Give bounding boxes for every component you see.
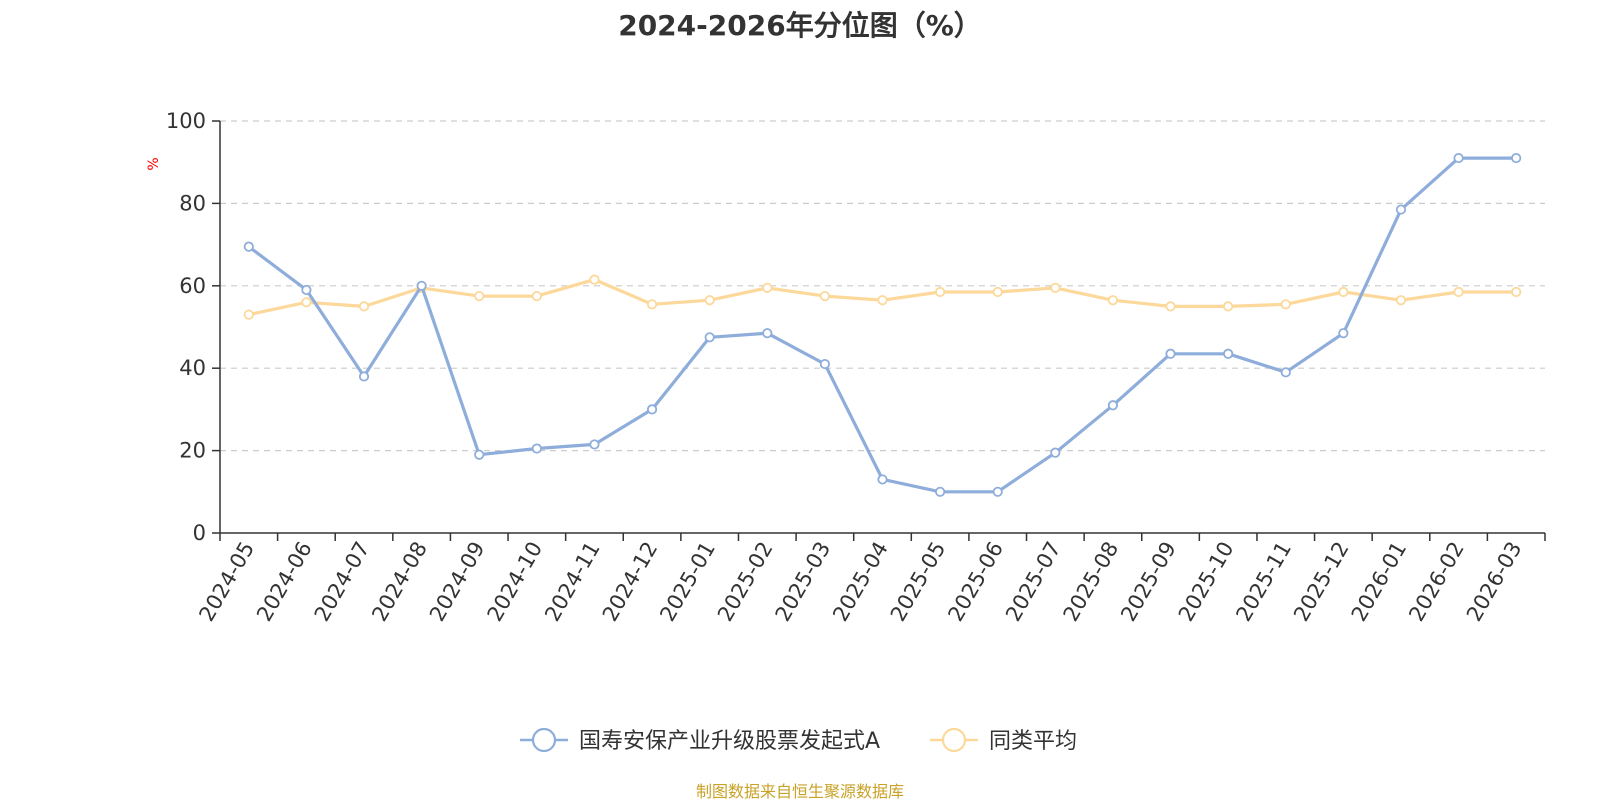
data-point: [1223, 348, 1234, 359]
data-point: [1453, 152, 1464, 164]
legend-label: 国寿安保产业升级股票发起式A: [579, 729, 880, 754]
x-tick-label: 2024-07: [310, 538, 375, 626]
data-point: [1165, 301, 1176, 312]
data-point: [646, 404, 658, 415]
data-point: [877, 474, 888, 485]
data-point: [1280, 367, 1291, 378]
y-tick-label: 40: [179, 356, 206, 380]
data-point: [474, 449, 485, 460]
data-point: [992, 486, 1003, 497]
y-tick-label: 20: [179, 439, 206, 463]
data-point: [1165, 348, 1176, 359]
data-point: [243, 241, 254, 252]
y-tick-label: 100: [166, 109, 206, 133]
data-point: [1338, 328, 1349, 339]
axes: [219, 121, 1545, 534]
series-2: [243, 274, 1522, 320]
data-point: [531, 443, 542, 454]
data-point: [531, 290, 542, 302]
data-point: [704, 295, 715, 306]
x-tick-label: 2025-04: [828, 538, 893, 626]
data-point: [1395, 204, 1407, 215]
data-point: [1107, 400, 1119, 411]
data-point: [819, 290, 830, 302]
x-tick-label: 2025-10: [1174, 538, 1239, 626]
legend-marker-icon: [531, 727, 557, 753]
x-tick-label: 2024-12: [598, 538, 663, 626]
data-point: [935, 486, 946, 497]
x-tick-label: 2026-01: [1347, 538, 1412, 626]
data-point: [416, 280, 427, 291]
x-tick-label: 2025-08: [1059, 538, 1124, 626]
x-axis-ticks: 2024-052024-062024-072024-082024-092024-…: [194, 533, 1546, 626]
x-tick-label: 2024-05: [194, 538, 259, 626]
data-point: [877, 295, 888, 306]
x-tick-label: 2025-11: [1231, 538, 1296, 626]
data-point: [1511, 152, 1522, 164]
data-point: [589, 439, 600, 450]
x-tick-label: 2024-10: [483, 538, 548, 626]
legend-label: 同类平均: [989, 729, 1077, 754]
x-tick-label: 2026-03: [1462, 538, 1527, 626]
x-tick-label: 2025-02: [713, 538, 778, 626]
x-tick-label: 2025-01: [655, 538, 720, 626]
legend-item[interactable]: 同类平均: [930, 727, 1077, 754]
data-point: [1223, 301, 1234, 312]
chart-title: 2024-2026年分位图（%）: [618, 9, 982, 42]
data-point: [1280, 299, 1291, 310]
x-tick-label: 2025-12: [1289, 538, 1354, 626]
y-axis-label: %: [146, 157, 162, 170]
x-tick-label: 2025-07: [1001, 538, 1066, 626]
x-tick-label: 2025-06: [943, 538, 1008, 626]
y-axis-ticks: 0 20 40 60 80 100: [166, 109, 220, 545]
series-line: [247, 156, 1518, 494]
series-1: [243, 152, 1522, 497]
data-point: [1511, 286, 1522, 298]
data-point: [358, 371, 370, 382]
x-tick-label: 2026-02: [1404, 538, 1469, 626]
x-tick-label: 2025-05: [886, 537, 951, 625]
legend-item[interactable]: 国寿安保产业升级股票发起式A: [520, 727, 880, 754]
y-tick-label: 0: [193, 521, 206, 545]
data-point: [1050, 447, 1061, 458]
data-point: [819, 358, 830, 370]
data-point: [646, 299, 658, 310]
x-tick-label: 2025-03: [771, 538, 836, 626]
data-point: [762, 328, 773, 339]
source-note: 制图数据来自恒生聚源数据库: [695, 782, 904, 801]
x-tick-label: 2024-08: [367, 538, 432, 626]
data-point: [243, 309, 254, 320]
x-tick-label: 2024-09: [425, 538, 490, 626]
legend[interactable]: 国寿安保产业升级股票发起式A 同类平均: [520, 727, 1077, 754]
data-point: [1050, 282, 1061, 293]
x-tick-label: 2024-11: [540, 538, 605, 626]
series-layer: [243, 152, 1522, 497]
data-point: [1107, 295, 1119, 306]
data-point: [1453, 286, 1464, 298]
data-point: [762, 282, 773, 293]
x-tick-label: 2025-09: [1116, 538, 1181, 626]
y-tick-label: 60: [179, 274, 206, 298]
data-point: [358, 301, 370, 312]
data-point: [589, 274, 600, 285]
data-point: [704, 332, 715, 343]
legend-marker-icon: [941, 727, 967, 753]
y-tick-label: 80: [179, 191, 206, 215]
data-point: [1395, 295, 1407, 306]
data-point: [1338, 286, 1349, 298]
grid-lines: [220, 120, 1545, 452]
x-tick-label: 2024-06: [252, 538, 317, 626]
data-point: [935, 286, 946, 298]
data-point: [474, 290, 485, 302]
data-point: [992, 286, 1003, 298]
data-point: [301, 297, 312, 308]
data-point: [301, 284, 312, 296]
